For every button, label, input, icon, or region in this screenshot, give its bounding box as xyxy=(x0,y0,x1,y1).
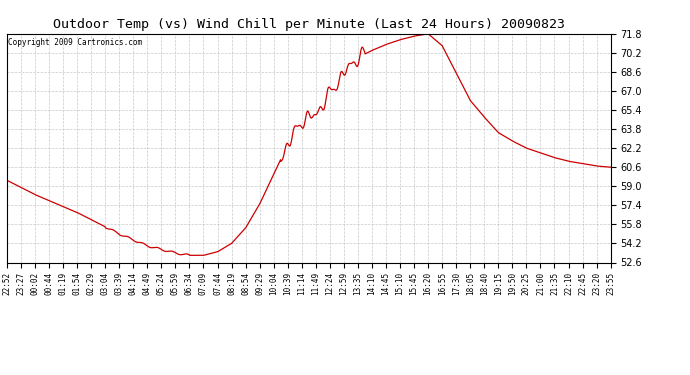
Title: Outdoor Temp (vs) Wind Chill per Minute (Last 24 Hours) 20090823: Outdoor Temp (vs) Wind Chill per Minute … xyxy=(52,18,565,31)
Text: Copyright 2009 Cartronics.com: Copyright 2009 Cartronics.com xyxy=(8,38,142,47)
